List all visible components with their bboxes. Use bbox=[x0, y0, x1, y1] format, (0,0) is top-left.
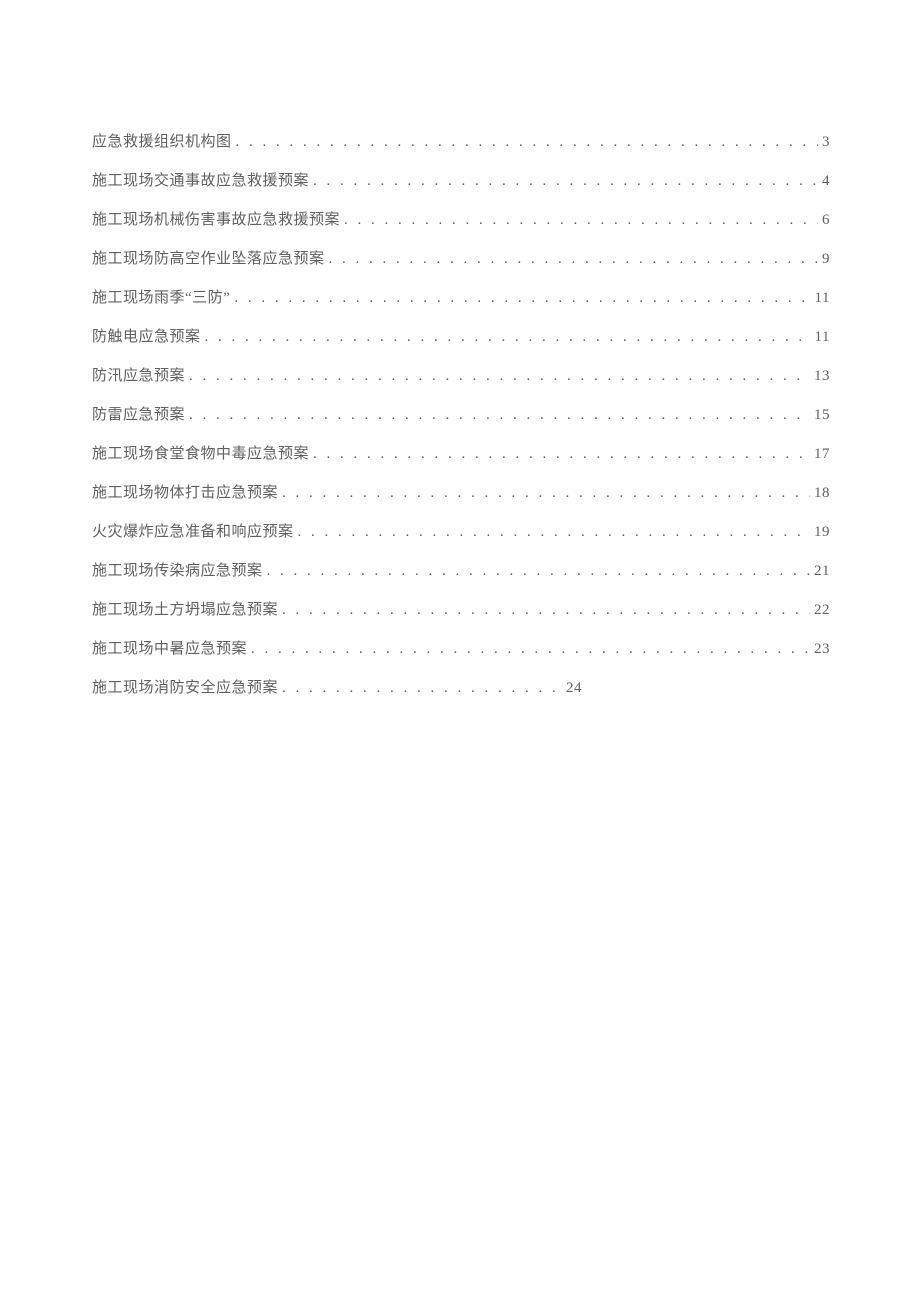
toc-entry: 防触电应急预案 11 bbox=[92, 325, 830, 346]
toc-page-number: 11 bbox=[815, 290, 830, 307]
toc-page-number: 15 bbox=[814, 407, 830, 424]
toc-page-number: 21 bbox=[814, 563, 830, 580]
toc-leader-dots bbox=[282, 602, 810, 619]
toc-title: 施工现场中暑应急预案 bbox=[92, 637, 247, 658]
toc-page-number: 9 bbox=[822, 251, 830, 268]
toc-leader-dots bbox=[189, 407, 810, 424]
toc-leader-dots bbox=[329, 251, 818, 268]
toc-leader-dots bbox=[236, 134, 818, 151]
toc-title: 施工现场雨季“三防” bbox=[92, 286, 230, 307]
toc-entry: 施工现场土方坍塌应急预案 22 bbox=[92, 598, 830, 619]
toc-container: 应急救援组织机构图 3 施工现场交通事故应急救援预案 4 施工现场机械伤害事故应… bbox=[0, 0, 920, 697]
toc-entry: 应急救援组织机构图 3 bbox=[92, 130, 830, 151]
toc-title: 防雷应急预案 bbox=[92, 403, 185, 424]
toc-title: 应急救援组织机构图 bbox=[92, 130, 232, 151]
toc-leader-dots bbox=[313, 446, 810, 463]
toc-leader-dots bbox=[205, 329, 811, 346]
toc-title: 施工现场防高空作业坠落应急预案 bbox=[92, 247, 325, 268]
toc-leader-dots bbox=[282, 680, 562, 697]
toc-leader-dots bbox=[344, 212, 818, 229]
toc-leader-dots bbox=[234, 290, 810, 307]
toc-leader-dots bbox=[189, 368, 810, 385]
toc-page-number: 19 bbox=[814, 524, 830, 541]
toc-entry: 施工现场消防安全应急预案 24 bbox=[92, 676, 830, 697]
toc-leader-dots bbox=[298, 524, 810, 541]
toc-title: 施工现场物体打击应急预案 bbox=[92, 481, 278, 502]
toc-title: 防汛应急预案 bbox=[92, 364, 185, 385]
toc-entry: 施工现场中暑应急预案 23 bbox=[92, 637, 830, 658]
toc-leader-dots bbox=[267, 563, 810, 580]
toc-entry: 防雷应急预案 15 bbox=[92, 403, 830, 424]
toc-page-number: 13 bbox=[814, 368, 830, 385]
toc-page-number: 18 bbox=[814, 485, 830, 502]
toc-title: 施工现场交通事故应急救援预案 bbox=[92, 169, 309, 190]
toc-entry: 防汛应急预案 13 bbox=[92, 364, 830, 385]
toc-entry: 施工现场物体打击应急预案 18 bbox=[92, 481, 830, 502]
toc-entry: 施工现场防高空作业坠落应急预案 9 bbox=[92, 247, 830, 268]
toc-entry: 施工现场雨季“三防” 11 bbox=[92, 286, 830, 307]
toc-entry: 施工现场食堂食物中毒应急预案 17 bbox=[92, 442, 830, 463]
toc-page-number: 4 bbox=[822, 173, 830, 190]
toc-page-number: 3 bbox=[822, 134, 830, 151]
toc-title: 施工现场机械伤害事故应急救援预案 bbox=[92, 208, 340, 229]
toc-title: 火灾爆炸应急准备和响应预案 bbox=[92, 520, 294, 541]
toc-leader-dots bbox=[251, 641, 810, 658]
toc-entry: 施工现场传染病应急预案 21 bbox=[92, 559, 830, 580]
toc-entry: 火灾爆炸应急准备和响应预案 19 bbox=[92, 520, 830, 541]
toc-leader-dots bbox=[282, 485, 810, 502]
toc-title: 施工现场消防安全应急预案 bbox=[92, 676, 278, 697]
toc-entry: 施工现场机械伤害事故应急救援预案 6 bbox=[92, 208, 830, 229]
toc-leader-dots bbox=[313, 173, 818, 190]
toc-page-number: 23 bbox=[814, 641, 830, 658]
toc-page-number: 6 bbox=[822, 212, 830, 229]
toc-title: 施工现场传染病应急预案 bbox=[92, 559, 263, 580]
toc-entry: 施工现场交通事故应急救援预案 4 bbox=[92, 169, 830, 190]
toc-title: 防触电应急预案 bbox=[92, 325, 201, 346]
toc-page-number: 11 bbox=[815, 329, 830, 346]
toc-page-number: 17 bbox=[814, 446, 830, 463]
toc-page-number: 24 bbox=[566, 680, 582, 697]
toc-title: 施工现场食堂食物中毒应急预案 bbox=[92, 442, 309, 463]
toc-page-number: 22 bbox=[814, 602, 830, 619]
toc-title: 施工现场土方坍塌应急预案 bbox=[92, 598, 278, 619]
